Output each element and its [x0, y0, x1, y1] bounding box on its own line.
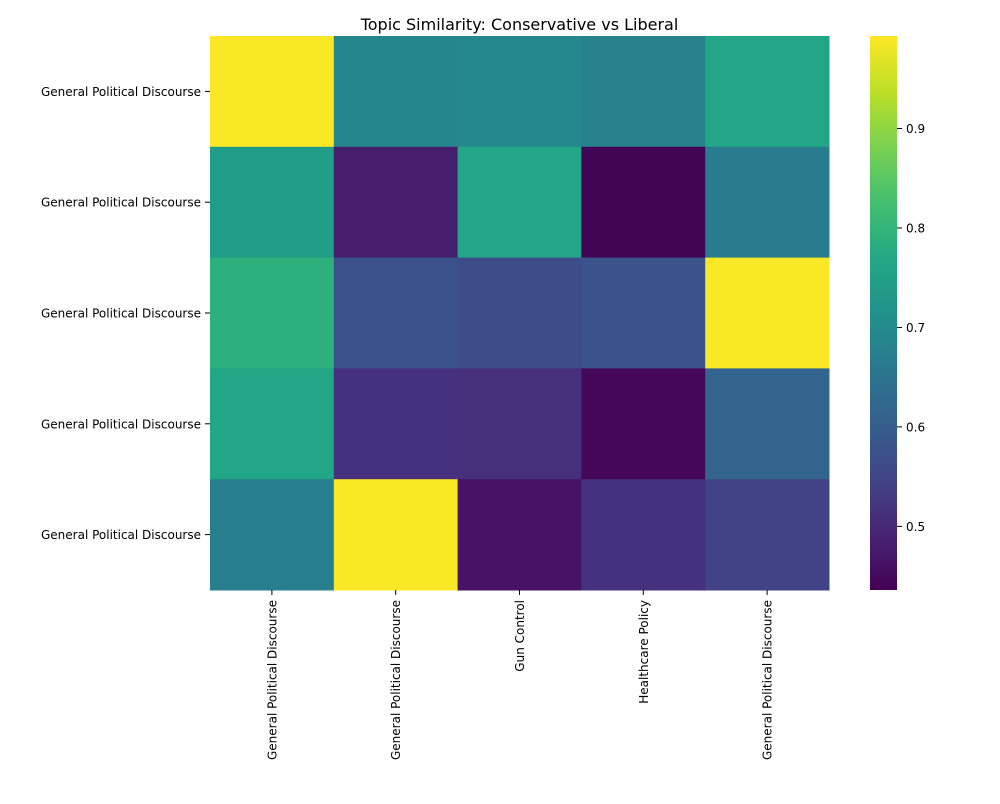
heatmap-cell-r0-c4 [705, 36, 830, 148]
colorbar-tick-label: 0.7 [906, 321, 925, 335]
heatmap-cells [210, 36, 830, 591]
row-label: General Political Discourse [41, 528, 201, 542]
heatmap-cell-r4-c0 [210, 479, 335, 591]
colorbar-tick-label: 0.5 [906, 520, 925, 534]
column-label: General Political Discourse [265, 600, 279, 760]
column-label: Healthcare Policy [637, 600, 651, 704]
heatmap-cell-r3-c2 [457, 368, 582, 480]
heatmap-cell-r2-c4 [705, 257, 830, 369]
column-label: General Political Discourse [389, 600, 403, 760]
heatmap-cell-r1-c1 [333, 146, 459, 259]
heatmap-cell-r0-c1 [333, 36, 459, 148]
colorbar [870, 36, 897, 590]
chart-title: Topic Similarity: Conservative vs Libera… [360, 15, 679, 34]
heatmap-cell-r1-c3 [581, 146, 706, 259]
heatmap-cell-r2-c3 [581, 257, 706, 369]
heatmap-cell-r2-c2 [457, 257, 582, 369]
heatmap-cell-r3-c0 [210, 368, 335, 480]
heatmap-cell-r3-c3 [581, 368, 706, 480]
heatmap-cell-r3-c4 [705, 368, 830, 480]
row-label: General Political Discourse [41, 196, 201, 210]
row-label: General Political Discourse [41, 85, 201, 99]
heatmap-cell-r4-c3 [581, 479, 706, 591]
colorbar-tick-label: 0.6 [906, 420, 925, 434]
colorbar-tick-label: 0.9 [906, 122, 925, 136]
column-label: Gun Control [513, 600, 527, 672]
column-labels: General Political Discourse General Polit… [265, 590, 775, 760]
heatmap-cell-r4-c1 [333, 479, 459, 591]
row-label: General Political Discourse [41, 417, 201, 431]
colorbar-ticks: 0.5 0.6 0.7 0.8 0.9 [897, 122, 925, 534]
colorbar-tick-label: 0.8 [906, 221, 925, 235]
heatmap-cell-r0-c3 [581, 36, 706, 148]
heatmap-cell-r2-c0 [210, 257, 335, 369]
heatmap-cell-r1-c0 [210, 146, 335, 259]
heatmap-cell-r0-c2 [457, 36, 582, 148]
column-label: General Political Discourse [761, 600, 775, 760]
row-labels: General Political Discourse General Polit… [41, 85, 210, 542]
row-label: General Political Discourse [41, 307, 201, 321]
heatmap-cell-r2-c1 [333, 257, 459, 369]
heatmap-cell-r3-c1 [333, 368, 459, 480]
heatmap-cell-r4-c2 [457, 479, 582, 591]
heatmap-cell-r1-c2 [457, 146, 582, 259]
heatmap-cell-r0-c0 [210, 36, 335, 148]
heatmap-cell-r1-c4 [705, 146, 830, 259]
heatmap-cell-r4-c4 [705, 479, 830, 591]
